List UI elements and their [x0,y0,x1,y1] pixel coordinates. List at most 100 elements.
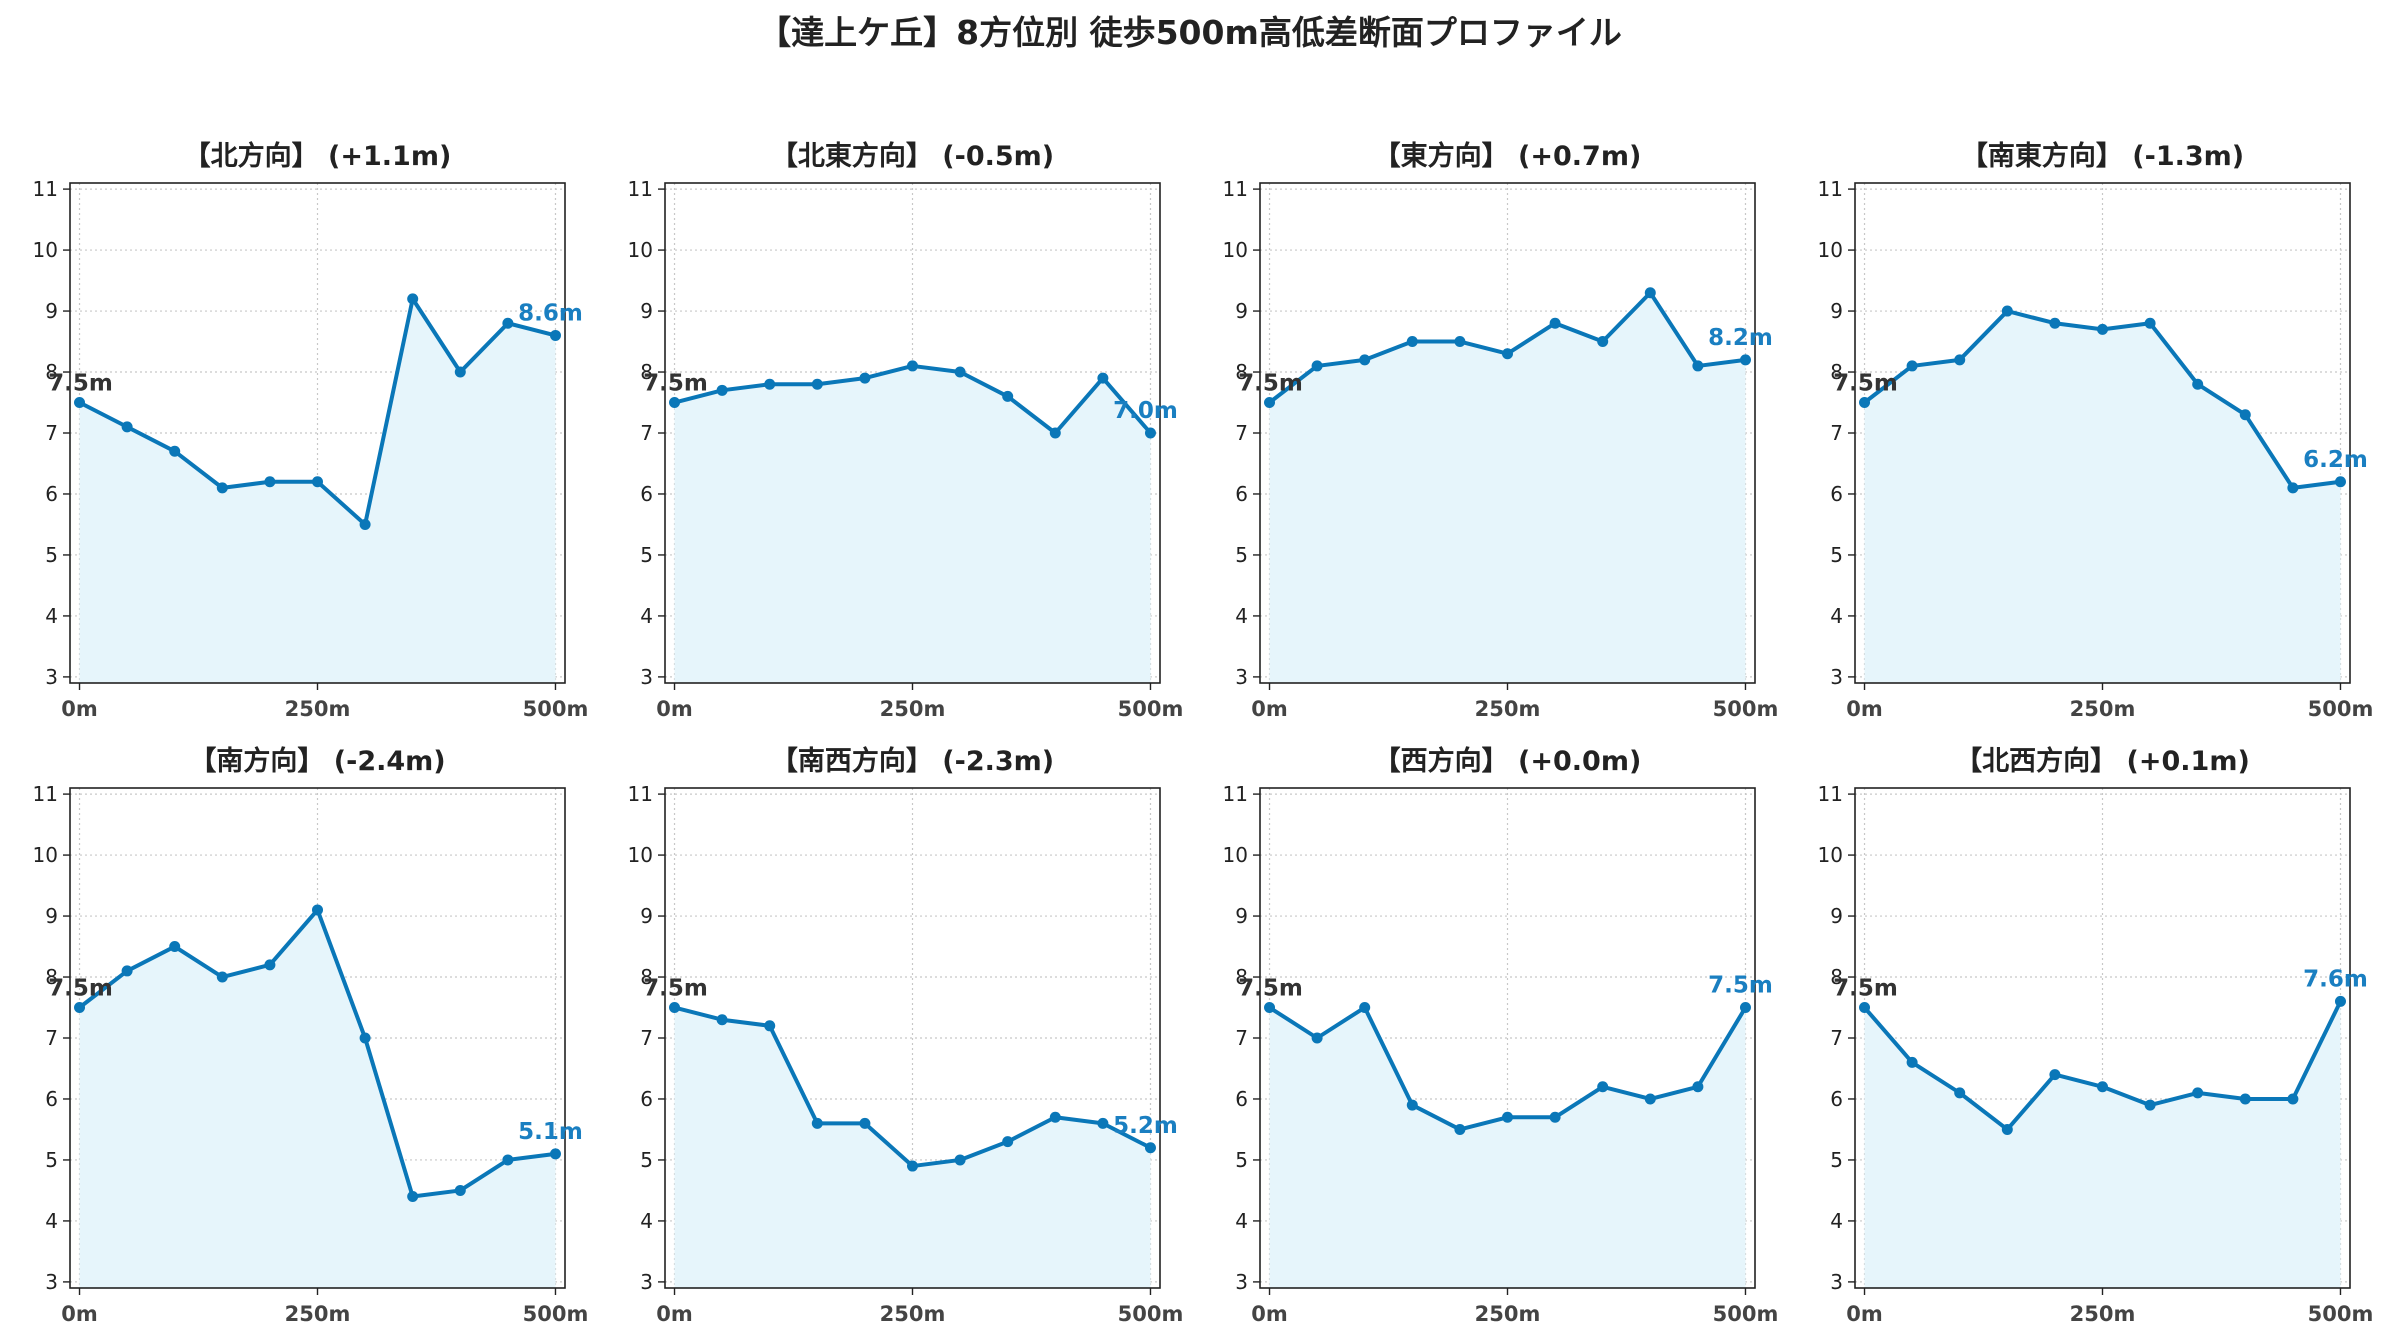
data-point [1859,397,1871,409]
data-point [407,1191,419,1203]
data-point [2097,1081,2108,1093]
y-tick-label: 7 [1235,421,1248,445]
y-tick-label: 10 [1818,843,1843,867]
x-tick-label: 0m [1251,1302,1288,1326]
y-tick-label: 9 [1830,904,1843,928]
chart-panel-1: 【北方向】 (+1.1m) 3 4 5 6 7 8 9 10 11 0m 250m 500m 7.5m 8.… [33,140,589,721]
x-tick-label: 250m [285,697,351,721]
start-value-label: 7.5m [1238,371,1303,397]
data-point [1097,372,1109,384]
x-tick-label: 0m [656,697,693,721]
x-tick-label: 250m [285,1302,351,1326]
chart-title: 【西方向】 (+0.0m) [1374,745,1642,777]
y-tick-label: 5 [640,1148,653,1172]
x-tick-label: 500m [1118,697,1184,721]
y-tick-label: 6 [45,1087,58,1111]
y-tick-label: 11 [1223,177,1248,201]
data-point [1264,1002,1276,1014]
data-point [121,421,133,433]
y-tick-label: 6 [1235,482,1248,506]
data-point [859,1117,871,1129]
y-tick-label: 5 [45,1148,58,1172]
x-tick-label: 250m [880,1302,946,1326]
y-tick-label: 6 [1830,482,1843,506]
y-tick-label: 7 [45,1026,58,1050]
x-tick-label: 250m [1475,1302,1541,1326]
x-tick-label: 500m [1713,1302,1779,1326]
data-point [1549,317,1561,329]
data-point [1644,1093,1656,1105]
data-point [859,372,871,384]
start-value-label: 7.5m [48,371,113,397]
y-tick-label: 5 [1235,543,1248,567]
data-point [1739,1002,1751,1014]
data-point [1406,1099,1418,1111]
data-point [1049,1111,1061,1123]
data-point [954,1154,966,1166]
data-point [1311,360,1323,372]
chart-title: 【北西方向】 (+0.1m) [1955,745,2250,777]
y-tick-label: 8 [1235,360,1248,384]
end-value-label: 8.2m [1708,325,1773,351]
data-point [1954,1087,1966,1099]
data-point [1454,336,1466,348]
data-point [454,1184,466,1196]
data-point [407,293,419,305]
data-point [1049,427,1061,439]
y-tick-label: 9 [1235,299,1248,323]
data-point [954,366,966,378]
x-tick-label: 500m [523,697,589,721]
start-value-label: 7.5m [1833,371,1898,397]
x-tick-label: 500m [2308,697,2374,721]
start-value-label: 7.5m [643,976,708,1002]
data-point [2144,1099,2156,1111]
data-point [549,329,561,341]
y-tick-label: 4 [45,604,58,628]
y-tick-label: 5 [1830,1148,1843,1172]
data-point [2144,317,2156,329]
y-tick-label: 7 [1830,1026,1843,1050]
x-tick-label: 0m [61,1302,98,1326]
data-point [312,476,323,488]
y-tick-label: 6 [1830,1087,1843,1111]
data-point [1264,397,1276,409]
data-point [1644,287,1656,299]
data-point [2192,1087,2204,1099]
x-tick-label: 250m [880,697,946,721]
data-point [1954,354,1966,366]
y-tick-label: 9 [640,299,653,323]
data-point [454,366,466,378]
y-tick-label: 4 [1235,604,1248,628]
y-tick-label: 10 [33,238,58,262]
y-tick-label: 3 [45,1270,58,1294]
y-tick-label: 4 [1830,604,1843,628]
data-point [74,1002,86,1014]
chart-title: 【東方向】 (+0.7m) [1374,140,1642,172]
x-tick-label: 500m [523,1302,589,1326]
data-point [2239,409,2251,421]
data-point [1859,1002,1871,1014]
chart-title: 【北東方向】 (-0.5m) [771,140,1054,172]
data-point [216,971,228,983]
data-point [1144,427,1156,439]
data-point [1692,360,1704,372]
area-fill [674,365,1151,683]
data-point [2001,1123,2013,1135]
area-fill [1269,292,1746,683]
data-point [764,1020,776,1032]
data-point [549,1148,561,1160]
y-tick-label: 9 [640,904,653,928]
end-value-label: 7.0m [1113,398,1178,424]
chart-title: 【南東方向】 (-1.3m) [1961,140,2244,172]
data-point [1454,1123,1466,1135]
x-tick-label: 250m [2070,1302,2136,1326]
data-point [907,360,918,372]
y-tick-label: 3 [640,1270,653,1294]
y-tick-label: 8 [1830,965,1843,989]
y-tick-label: 5 [640,543,653,567]
x-tick-label: 0m [656,1302,693,1326]
data-point [669,397,681,409]
data-point [1502,348,1513,360]
x-tick-label: 250m [1475,697,1541,721]
chart-title: 【南方向】 (-2.4m) [189,745,445,777]
